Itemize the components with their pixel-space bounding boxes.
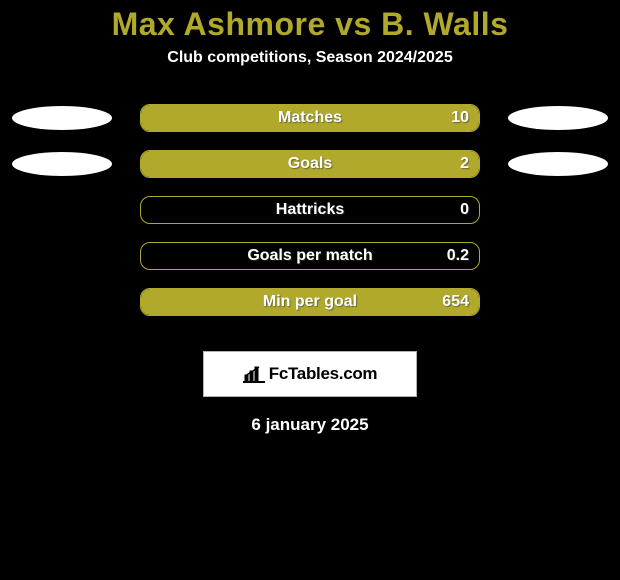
fctables-logo-box: FcTables.com [203, 351, 417, 397]
player-b-marker [508, 106, 608, 130]
vs-separator: vs [326, 6, 381, 42]
stat-value: 654 [442, 293, 469, 311]
stat-value: 10 [451, 109, 469, 127]
stat-bar: Matches 10 [140, 104, 480, 132]
player-a-marker [12, 152, 112, 176]
stat-bar: Goals 2 [140, 150, 480, 178]
stat-label: Matches [278, 109, 342, 127]
stat-value: 2 [460, 155, 469, 173]
stat-rows: Matches 10 Goals 2 Hattricks 0 Goals per match… [0, 95, 620, 325]
stat-bar: Goals per match 0.2 [140, 242, 480, 270]
fctables-logo-text: FcTables.com [269, 364, 378, 384]
stat-row: Goals per match 0.2 [0, 233, 620, 279]
stat-bar: Hattricks 0 [140, 196, 480, 224]
competition-subtitle: Club competitions, Season 2024/2025 [0, 49, 620, 67]
stat-label: Goals [288, 155, 332, 173]
player-b-marker [508, 152, 608, 176]
stat-value: 0 [460, 201, 469, 219]
stat-label: Hattricks [276, 201, 344, 219]
stat-value: 0.2 [447, 247, 469, 265]
stat-label: Goals per match [247, 247, 372, 265]
stat-label: Min per goal [263, 293, 357, 311]
stat-row: Hattricks 0 [0, 187, 620, 233]
comparison-title: Max Ashmore vs B. Walls [0, 0, 620, 43]
player-a-marker [12, 106, 112, 130]
bar-chart-icon [243, 365, 265, 383]
player-a-name: Max Ashmore [112, 6, 326, 42]
stat-bar: Min per goal 654 [140, 288, 480, 316]
stat-row: Goals 2 [0, 141, 620, 187]
player-b-name: B. Walls [381, 6, 508, 42]
stat-row: Matches 10 [0, 95, 620, 141]
stat-row: Min per goal 654 [0, 279, 620, 325]
snapshot-date: 6 january 2025 [0, 415, 620, 435]
